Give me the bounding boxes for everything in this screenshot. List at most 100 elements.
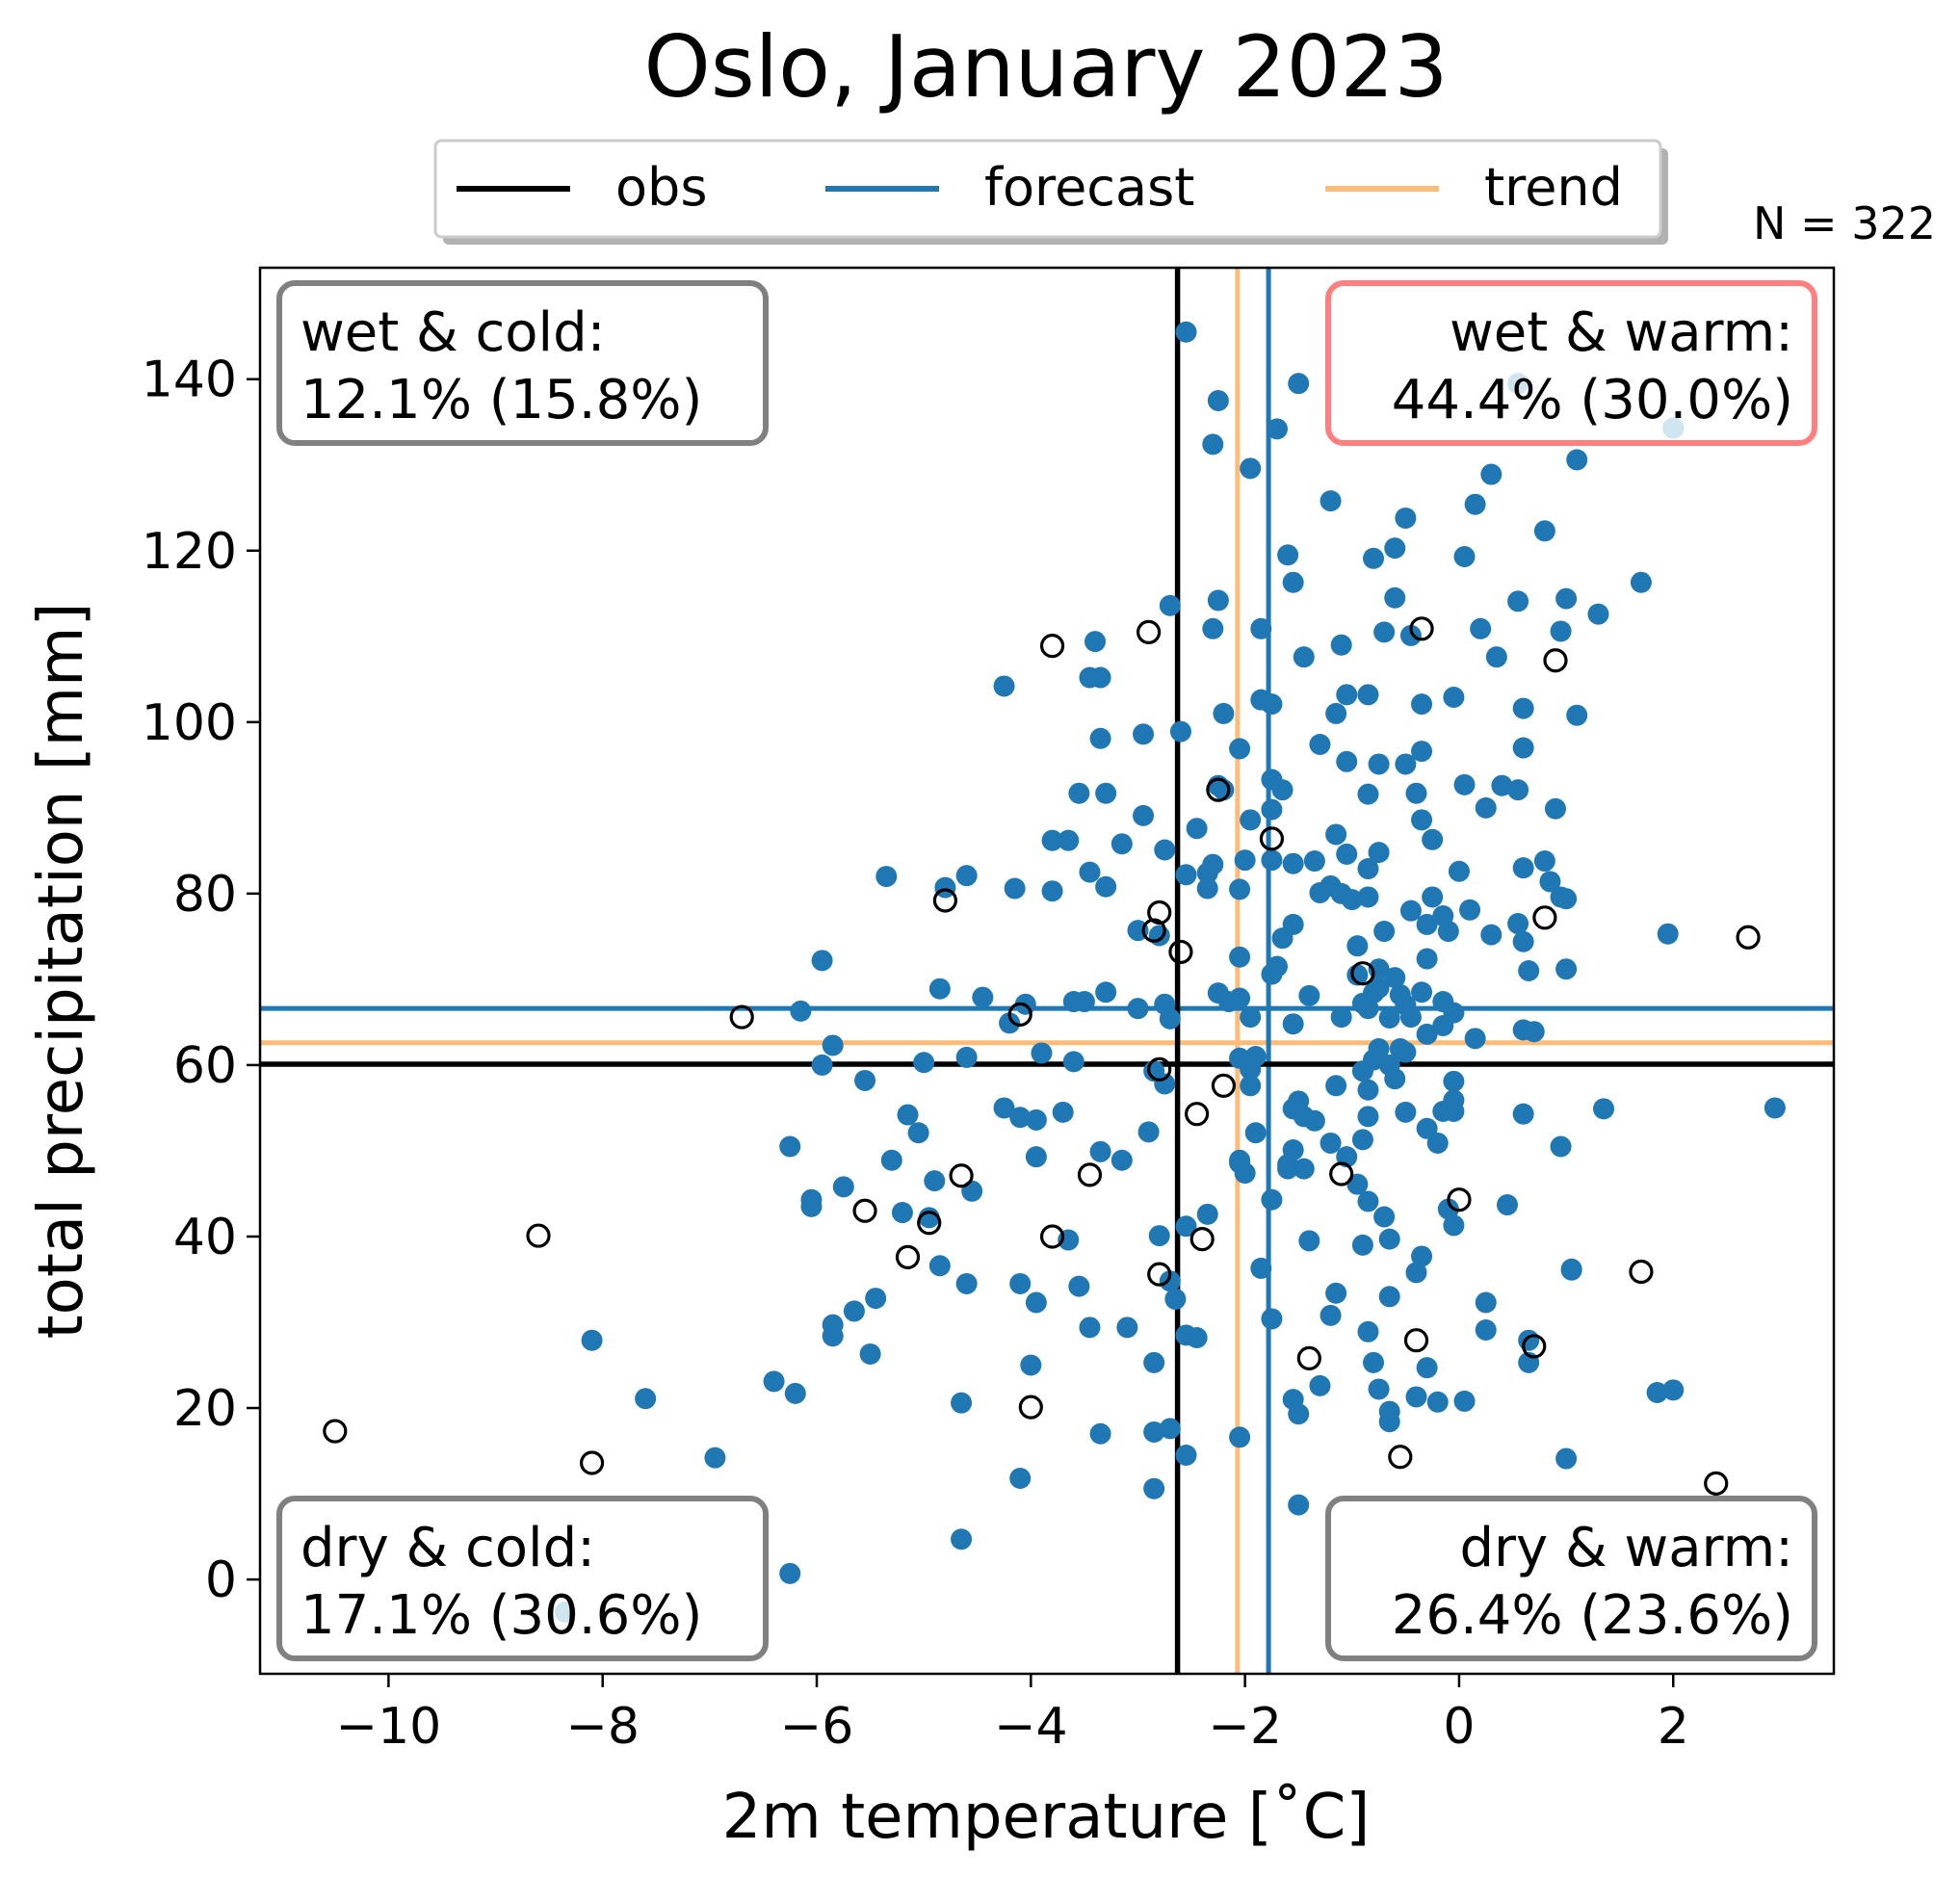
forecast-point [1025,1108,1047,1131]
obs-point [1409,616,1434,641]
forecast-point [1025,1291,1047,1314]
forecast-point [1470,617,1492,639]
forecast-point [1159,1418,1181,1440]
forecast-point [1320,1132,1342,1154]
forecast-point [1229,738,1251,760]
obs-point [1189,1227,1215,1252]
obs-point [917,1211,942,1236]
forecast-point [1137,1121,1160,1143]
obs-point [1147,1056,1172,1082]
obs-point [1543,648,1568,673]
forecast-point [1512,1103,1534,1125]
forecast-point [1368,977,1390,999]
forecast-point [955,1272,978,1294]
forecast-point [1325,823,1347,846]
forecast-point [1229,946,1251,968]
forecast-point [1175,1444,1197,1466]
forecast-point [1159,1007,1181,1030]
legend: obs forecast trend [433,139,1668,245]
forecast-point [1303,850,1325,873]
x-axis: −10 −8 −6 −4 −2 0 2 [336,1674,1689,1756]
forecast-point [1250,1257,1272,1279]
forecast-point [993,1097,1015,1119]
chart-title: Oslo, January 2023 [644,17,1449,117]
forecast-point [1127,998,1149,1020]
forecast-point [1512,737,1534,759]
quadrant-label: dry & cold: [301,1517,595,1579]
forecast-point [1357,1190,1379,1212]
forecast-point [1298,1230,1320,1252]
y-tick-label: 140 [142,352,237,409]
forecast-point [1159,594,1181,616]
forecast-point [951,1528,973,1551]
forecast-point [1175,864,1197,886]
forecast-point [1271,779,1294,801]
forecast-point [1399,1006,1422,1029]
obs-point [949,1163,974,1188]
obs-point [1329,1161,1354,1186]
obs-point [1296,1345,1321,1370]
forecast-point [1341,889,1363,911]
forecast-point [1453,773,1476,795]
forecast-point [1464,1028,1486,1050]
forecast-point [1411,981,1433,1004]
forecast-point [790,1000,812,1022]
forecast-point [1095,782,1117,804]
forecast-point [1480,924,1503,946]
forecast-point [1453,1390,1476,1412]
forecast-point [1416,913,1438,935]
forecast-point [1399,624,1422,646]
forecast-point [1164,1288,1187,1310]
forecast-point [1025,1146,1047,1168]
forecast-point [1298,984,1320,1006]
quadrant-box-bottom-left: dry & cold:17.1% (30.6%) [276,1496,769,1661]
quadrant-frame [1325,1496,1817,1661]
forecast-point [1330,634,1352,656]
y-tick-label: 120 [142,523,237,581]
forecast-point [1357,858,1379,880]
forecast-point [1244,1122,1267,1144]
forecast-point [1485,646,1507,668]
forecast-point [961,1180,983,1202]
forecast-point [1186,1327,1208,1349]
forecast-point [1550,1135,1572,1158]
forecast-point [1261,798,1283,821]
forecast-point [1373,1206,1396,1228]
forecast-point [1512,697,1534,719]
forecast-point [1068,782,1090,804]
obs-point [1447,1187,1472,1212]
forecast-point [1004,877,1026,899]
obs-point [579,1450,605,1475]
forecast-point [1309,1374,1331,1396]
forecast-point [1555,958,1578,980]
forecast-point [1202,433,1224,456]
quadrant-box-top-right: wet & warm:44.4% (30.0%) [1325,280,1817,446]
forecast-point [1169,720,1191,743]
forecast-point [1384,587,1406,609]
obs-point [1141,918,1166,943]
forecast-point [1448,860,1470,882]
obs-point [1018,1395,1043,1420]
forecast-point [955,865,978,887]
forecast-point [1089,666,1111,689]
forecast-point [1539,871,1561,893]
obs-point [1736,925,1761,950]
forecast-point [1405,782,1427,804]
forecast-point [1261,1188,1283,1211]
quadrant-percent: 44.4% (30.0%) [1392,369,1793,431]
forecast-point [1041,829,1063,851]
forecast-point [704,1447,726,1469]
forecast-point [928,978,951,1000]
forecast-point [928,1255,951,1277]
forecast-point [1432,1014,1454,1036]
forecast-point [1373,921,1396,943]
forecast-point [779,1562,801,1584]
forecast-point [1395,507,1417,529]
x-tick-label: −2 [1208,1698,1282,1756]
obs-point [1388,1445,1413,1470]
forecast-point [972,986,994,1008]
obs-point [323,1419,348,1444]
obs-point [852,1198,877,1223]
forecast-point [1405,1262,1427,1284]
forecast-point [907,1122,929,1144]
